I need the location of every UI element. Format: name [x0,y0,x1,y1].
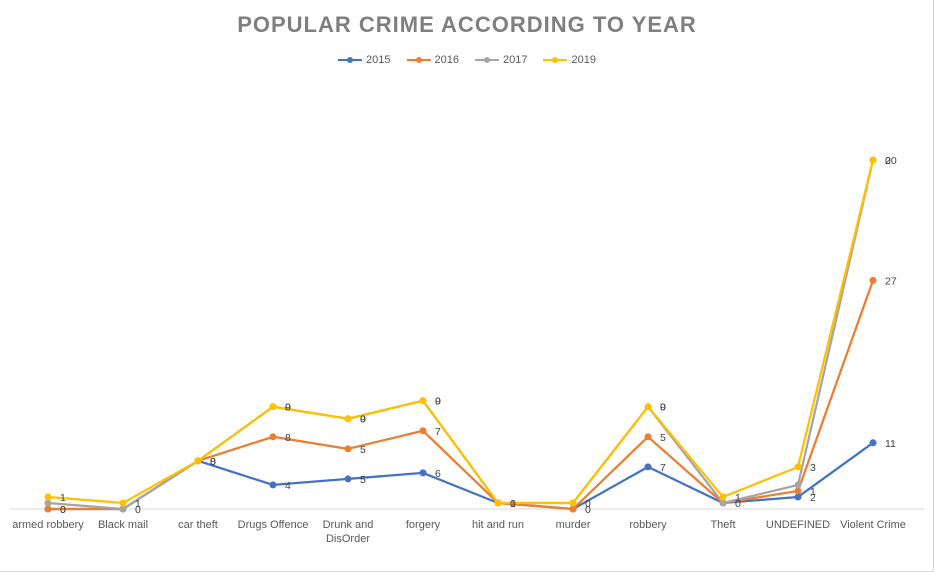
data-point-2015[interactable] [269,481,277,489]
data-label-2017: 0 [435,396,441,408]
data-label-2015: 0 [510,498,516,510]
legend-item-2015[interactable]: 2015 [338,54,391,66]
data-point-2015[interactable] [419,469,427,477]
data-label-2016: 7 [435,426,441,438]
data-label-2015: 11 [885,438,896,450]
data-label-2017: 0 [885,155,891,167]
data-point-2019[interactable] [794,463,802,471]
data-point-2015[interactable] [344,475,352,483]
data-label-2019: 3 [810,462,816,474]
data-label-2019: 20 [885,155,897,167]
data-point-2016[interactable] [44,505,52,513]
data-label-2015: 7 [660,462,666,474]
data-label-2019: 9 [435,396,441,408]
x-tick-label[interactable]: forgery [406,519,441,531]
data-label-2019: 1 [510,498,516,510]
data-point-2019[interactable] [119,499,127,507]
data-point-2017[interactable] [719,499,727,507]
data-label-2017: 0 [360,414,366,426]
data-point-2019[interactable] [719,493,727,501]
legend-item-2016[interactable]: 2016 [406,54,459,66]
data-point-2019[interactable] [494,499,502,507]
data-point-2019[interactable] [44,493,52,501]
x-tick-label[interactable]: Drugs Offence [238,519,309,531]
data-label-2019: 1 [735,492,741,504]
data-point-2019[interactable] [869,156,877,164]
data-label-2017: 0 [285,402,291,414]
data-label-2015: 2 [810,492,816,504]
data-label-2019: 9 [285,402,291,414]
legend-marker-icon [338,55,363,65]
data-label-2016: 0 [60,504,66,516]
data-point-2016[interactable] [419,427,427,435]
data-point-2019[interactable] [644,403,652,411]
chart-legend[interactable]: 2015 2016 2017 2019 [0,54,934,66]
chart-title: POPULAR CRIME ACCORDING TO YEAR [237,12,697,37]
series-line-2019[interactable] [46,158,875,505]
x-tick-label[interactable]: Theft [710,519,735,531]
data-label-2016: 5 [360,444,366,456]
data-label-2019: 9 [660,402,666,414]
legend-marker-icon [406,55,431,65]
data-label-2016: 8 [285,432,291,444]
data-point-2015[interactable] [869,439,877,447]
data-label-2016: 1 [810,486,816,498]
data-label-2015: 0 [60,504,66,516]
data-label-2015: 0 [210,456,216,468]
data-label-2017: 0 [585,498,591,510]
data-label-2015: 0 [735,498,741,510]
data-label-2019: 9 [360,414,366,426]
legend-marker-icon [543,55,568,65]
data-point-2019[interactable] [344,415,352,423]
data-point-2019[interactable] [569,499,577,507]
legend-label: 2017 [503,54,528,66]
x-tick-label[interactable]: car theft [178,519,218,531]
x-tick-label[interactable]: UNDEFINED [766,519,830,531]
x-tick-label[interactable]: armed robbery [12,519,84,531]
data-label-2016: 27 [885,275,897,287]
data-point-2019[interactable] [419,397,427,405]
data-label-2015: 0 [135,504,141,516]
data-point-2016[interactable] [569,505,577,513]
data-point-2017[interactable] [119,505,127,513]
data-point-2016[interactable] [644,433,652,441]
x-tick-label[interactable]: Drunk and DisOrder [323,519,374,545]
data-label-2015: 5 [360,474,366,486]
data-label-2019: 1 [60,492,66,504]
data-point-2017[interactable] [794,481,802,489]
data-label-2019: 8 [210,456,216,468]
legend-marker-icon [475,55,499,65]
data-point-2016[interactable] [869,276,877,284]
series-line-2017[interactable] [46,158,875,511]
x-tick-label[interactable]: robbery [629,519,667,531]
data-label-2019: 1 [135,498,141,510]
x-tick-label[interactable]: murder [556,519,591,531]
data-point-2015[interactable] [644,463,652,471]
data-point-2015[interactable] [794,493,802,501]
legend-item-2019[interactable]: 2019 [543,54,596,66]
data-label-2015: 4 [285,480,291,492]
legend-label: 2015 [366,54,391,66]
x-tick-label[interactable]: hit and run [472,519,524,531]
data-point-2016[interactable] [344,445,352,453]
data-point-2016[interactable] [269,433,277,441]
data-point-2017[interactable] [44,499,52,507]
legend-label: 2019 [571,54,596,66]
data-point-2019[interactable] [269,403,277,411]
x-tick-label[interactable]: Black mail [98,519,148,531]
legend-item-2017[interactable]: 2017 [475,54,527,66]
x-tick-label[interactable]: Violent Crime [840,519,906,531]
data-label-2015: 6 [435,468,441,480]
data-label-2016: 5 [660,432,666,444]
legend-label: 2016 [434,54,459,66]
data-label-2017: 0 [660,402,666,414]
data-point-2019[interactable] [194,457,202,465]
data-point-2016[interactable] [794,487,802,495]
data-label-2015: 0 [585,504,591,516]
